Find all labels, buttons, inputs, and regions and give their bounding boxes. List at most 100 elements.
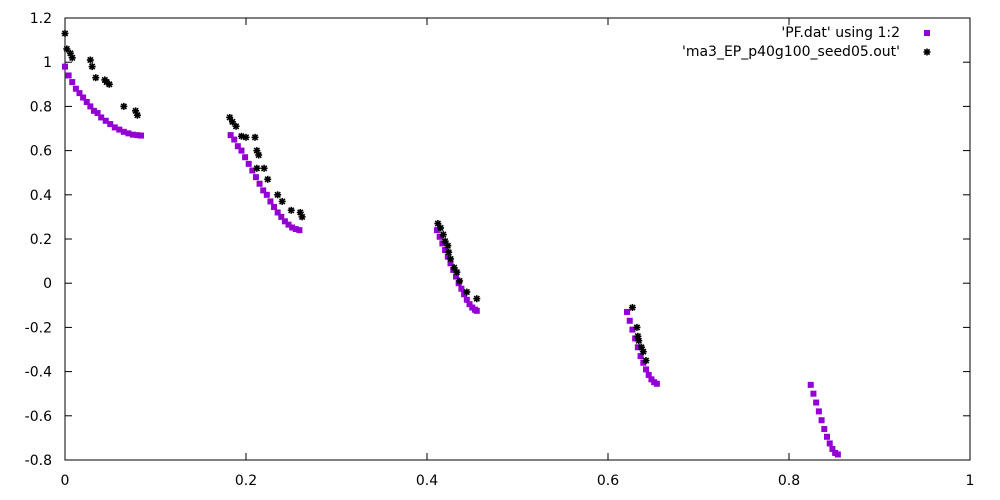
data-point-series-1 [442, 247, 449, 254]
data-point-series-2 [444, 242, 452, 250]
x-tick-label: 0.6 [597, 473, 619, 489]
data-point-series-1 [824, 433, 831, 440]
data-point-series-2 [439, 231, 447, 239]
x-tick-label: 0.2 [235, 473, 257, 489]
data-point-series-1 [274, 209, 281, 216]
data-point-series-1 [807, 381, 814, 388]
data-point-series-1 [829, 445, 836, 452]
data-point-series-2 [255, 151, 263, 159]
data-point-series-1 [62, 63, 68, 70]
data-point-series-1 [818, 417, 825, 424]
data-point-series-1 [278, 213, 285, 220]
y-tick-label: 0.8 [30, 99, 52, 115]
x-tick-label: 1 [966, 473, 975, 489]
data-point-series-2 [453, 268, 461, 276]
data-point-series-1 [637, 353, 644, 360]
data-point-series-2 [463, 288, 471, 296]
data-point-series-1 [473, 307, 480, 314]
x-tick-label: 0.4 [416, 473, 438, 489]
data-point-series-1 [138, 132, 145, 139]
legend-label-series-2: 'ma3_EP_p40g100_seed05.out' [682, 44, 900, 60]
data-point-series-1 [76, 90, 83, 97]
data-point-series-2 [447, 255, 455, 263]
data-point-series-1 [87, 103, 94, 110]
data-point-series-2 [633, 323, 641, 331]
data-point-series-1 [450, 266, 457, 273]
y-tick-label: -0.8 [25, 453, 52, 469]
legend-marker-series-1 [924, 30, 930, 36]
y-tick-label: 0.2 [30, 232, 52, 248]
data-points [61, 29, 841, 458]
legend-marker-series-2 [923, 48, 931, 56]
y-tick-label: 1.2 [30, 11, 52, 27]
data-point-series-1 [634, 344, 641, 351]
data-point-series-2 [88, 63, 96, 71]
data-point-series-2 [120, 102, 128, 110]
data-point-series-1 [83, 98, 90, 105]
data-point-series-1 [69, 79, 76, 86]
y-tick-label: -0.6 [25, 409, 52, 425]
data-point-series-2 [456, 277, 464, 285]
legend-label-series-1: 'PF.dat' using 1:2 [781, 25, 900, 41]
data-point-series-2 [642, 357, 650, 365]
data-point-series-1 [242, 154, 249, 161]
series-1 [62, 63, 841, 458]
data-point-series-1 [433, 227, 440, 234]
data-point-series-1 [116, 126, 123, 133]
data-point-series-1 [227, 132, 234, 139]
data-point-series-1 [455, 280, 462, 287]
data-point-series-2 [242, 133, 250, 141]
data-point-series-2 [226, 113, 234, 121]
data-point-series-2 [287, 206, 295, 214]
data-point-series-1 [252, 174, 259, 181]
data-point-series-1 [120, 128, 127, 135]
data-point-series-2 [298, 213, 306, 221]
data-point-series-1 [296, 227, 303, 234]
x-tick-label: 0 [61, 473, 70, 489]
data-point-series-2 [253, 164, 261, 172]
data-point-series-1 [263, 191, 270, 198]
plot-frame [64, 17, 971, 461]
data-point-series-1 [463, 296, 470, 303]
data-point-series-1 [102, 117, 109, 124]
data-point-series-1 [436, 233, 443, 240]
data-point-series-1 [267, 198, 274, 205]
y-tick-label: 0.6 [30, 144, 52, 160]
legend: 'PF.dat' using 1:2 'ma3_EP_p40g100_seed0… [682, 25, 931, 60]
data-point-series-1 [234, 143, 241, 150]
data-point-series-1 [111, 124, 118, 131]
data-point-series-2 [274, 191, 282, 199]
data-point-series-2 [105, 80, 113, 88]
data-point-series-1 [285, 221, 292, 228]
data-point-series-2 [260, 164, 268, 172]
data-point-series-1 [821, 426, 828, 433]
data-point-series-1 [238, 147, 245, 154]
data-point-series-1 [72, 85, 79, 92]
data-point-series-2 [278, 197, 286, 205]
data-point-series-1 [834, 451, 841, 458]
data-point-series-1 [645, 371, 652, 378]
data-point-series-1 [813, 399, 820, 406]
x-tick-label: 0.8 [778, 473, 800, 489]
data-point-series-1 [107, 121, 114, 128]
data-point-series-1 [245, 160, 252, 167]
data-point-series-2 [473, 295, 481, 303]
data-point-series-1 [90, 107, 97, 114]
data-point-series-1 [452, 273, 459, 280]
data-point-series-2 [237, 132, 245, 140]
data-point-series-1 [466, 301, 473, 308]
data-point-series-1 [94, 110, 101, 117]
data-point-series-1 [447, 260, 454, 267]
y-tick-label: 0.4 [30, 188, 52, 204]
data-point-series-2 [639, 348, 647, 356]
data-point-series-2 [133, 111, 141, 119]
y-tick-label: -0.4 [25, 365, 52, 381]
data-point-series-2 [628, 304, 636, 312]
y-tick-label: 1 [43, 55, 52, 71]
data-point-series-1 [815, 408, 822, 415]
data-point-series-1 [281, 218, 288, 225]
data-point-series-2 [264, 175, 272, 183]
data-point-series-1 [125, 130, 132, 137]
